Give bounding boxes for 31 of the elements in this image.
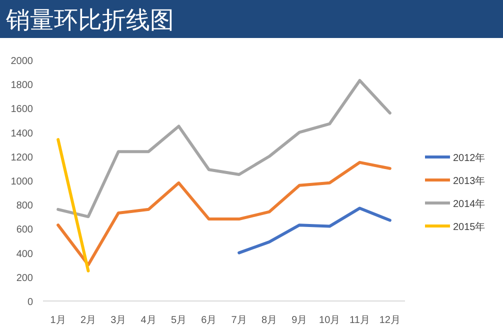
y-tick-label: 1200 — [10, 152, 34, 164]
x-tick-label: 5月 — [170, 315, 187, 326]
y-tick-label: 200 — [16, 272, 34, 284]
legend-label: 2014年 — [453, 198, 486, 210]
legend-label: 2015年 — [453, 221, 486, 233]
x-tick-label: 7月 — [231, 315, 247, 326]
x-tick-label: 10月 — [319, 315, 340, 326]
y-tick-label: 1000 — [10, 176, 34, 188]
y-tick-label: 1600 — [10, 104, 34, 116]
line-series — [56, 160, 392, 266]
x-tick-label: 6月 — [201, 315, 217, 326]
x-tick-label: 11月 — [350, 315, 370, 326]
x-tick-label: 2月 — [80, 315, 96, 326]
x-tick-label: 3月 — [110, 315, 126, 326]
y-tick-label: 400 — [16, 248, 34, 260]
chart-title: 销量环比折线图 — [5, 7, 174, 34]
x-tick-label: 12月 — [379, 315, 400, 326]
y-tick-label: 2000 — [10, 56, 34, 67]
y-tick-label: 800 — [16, 200, 34, 212]
legend-label: 2013年 — [453, 175, 486, 187]
legend-label: 2012年 — [453, 152, 486, 164]
y-tick-label: 0 — [27, 297, 34, 308]
x-tick-label: 1月 — [50, 315, 66, 326]
y-tick-label: 1400 — [10, 128, 34, 140]
x-tick-label: 4月 — [140, 315, 156, 326]
line-series — [56, 78, 392, 218]
y-tick-label: 600 — [16, 224, 34, 236]
line-series — [238, 206, 392, 254]
x-tick-label: 8月 — [261, 315, 278, 326]
y-tick-label: 1800 — [10, 80, 34, 92]
x-tick-label: 9月 — [292, 315, 308, 326]
